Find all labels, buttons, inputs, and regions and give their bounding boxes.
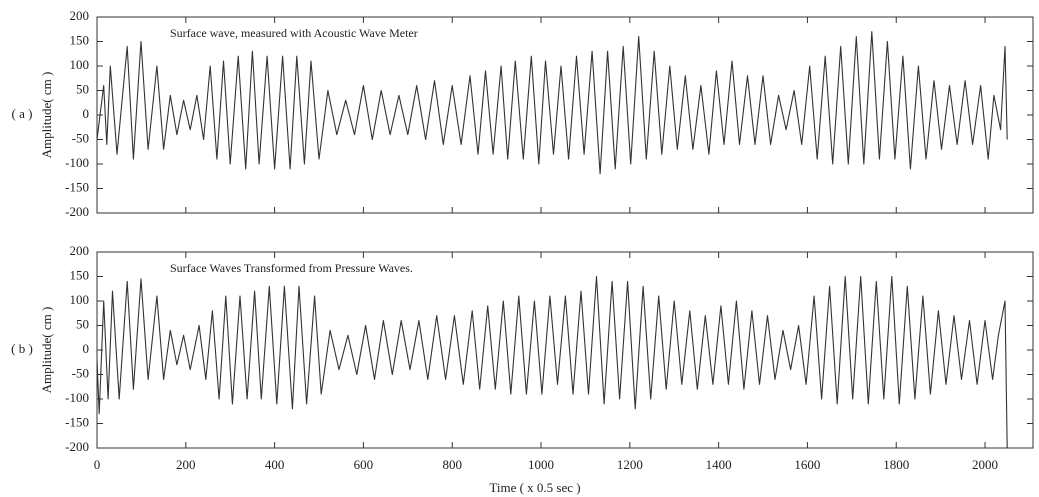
- y-tick-label: -200: [65, 204, 89, 219]
- y-tick-label: -50: [72, 365, 89, 380]
- wave-line: [96, 275, 1008, 449]
- x-tick-label: 1400: [706, 457, 732, 472]
- panel-label: ( b ): [11, 341, 33, 356]
- x-tick-label: 1800: [883, 457, 909, 472]
- y-tick-label: 150: [70, 32, 90, 47]
- x-tick-label: 1200: [617, 457, 643, 472]
- x-tick-label: 800: [442, 457, 462, 472]
- y-tick-label: 100: [70, 57, 90, 72]
- x-tick-label: 200: [176, 457, 196, 472]
- annotation: Surface Waves Transformed from Pressure …: [170, 261, 413, 275]
- y-tick-label: -200: [65, 439, 89, 454]
- wave-line: [96, 31, 1008, 175]
- x-tick-label: 600: [354, 457, 374, 472]
- y-tick-label: 0: [83, 341, 90, 356]
- y-tick-label: 50: [76, 81, 89, 96]
- x-tick-label: 0: [94, 457, 101, 472]
- y-tick-label: 50: [76, 316, 89, 331]
- x-tick-label: 400: [265, 457, 285, 472]
- y-tick-label: -150: [65, 414, 89, 429]
- y-tick-label: -100: [65, 390, 89, 405]
- y-tick-label: 150: [70, 267, 90, 282]
- y-tick-label: 200: [70, 8, 90, 23]
- x-tick-label: 2000: [972, 457, 998, 472]
- x-tick-label: 1000: [528, 457, 554, 472]
- y-axis-label: Amplitude( cm ): [39, 72, 54, 159]
- x-tick-label: 1600: [794, 457, 820, 472]
- annotation: Surface wave, measured with Acoustic Wav…: [170, 26, 418, 40]
- y-tick-label: -100: [65, 155, 89, 170]
- y-tick-label: -50: [72, 130, 89, 145]
- x-axis-label: Time ( x 0.5 sec ): [489, 480, 580, 495]
- y-tick-label: 0: [83, 106, 90, 121]
- panel-label: ( a ): [12, 106, 33, 121]
- y-tick-label: 200: [70, 243, 90, 258]
- y-axis-label: Amplitude( cm ): [39, 307, 54, 394]
- y-tick-label: -150: [65, 179, 89, 194]
- y-tick-label: 100: [70, 292, 90, 307]
